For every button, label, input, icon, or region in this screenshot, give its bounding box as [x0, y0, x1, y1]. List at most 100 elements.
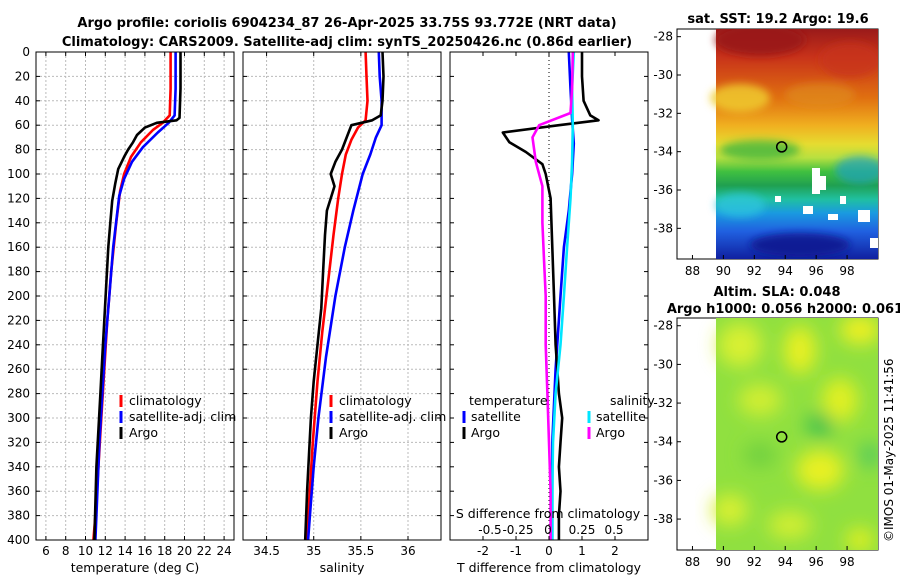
- s-difference-tick-label: -0.5: [478, 523, 501, 537]
- depth-tick-label: 100: [7, 167, 30, 181]
- map-lat-tick-label: -36: [653, 473, 673, 487]
- depth-tick-label: 20: [15, 69, 30, 83]
- x-tick-label: 20: [177, 544, 192, 558]
- map-lat-tick-label: -28: [653, 319, 673, 333]
- depth-tick-label: 380: [7, 509, 30, 523]
- depth-tick-label: 260: [7, 362, 30, 376]
- depth-tick-label: 80: [15, 143, 30, 157]
- legend-label-sal-satellite: satellite: [596, 409, 646, 424]
- temperature-panel: 6 8 10 12 14 16 18 20 22 240204060801001201401601…: [7, 45, 235, 575]
- x-tick-label: 22: [197, 544, 212, 558]
- sst-profile-marker: [775, 141, 788, 153]
- s-difference-tick-label: 0: [544, 523, 552, 537]
- depth-tick-label: 120: [7, 191, 30, 205]
- map-lon-tick-label: 98: [839, 555, 854, 569]
- map-lat-tick-label: -34: [653, 145, 673, 159]
- depth-tick-label: 200: [7, 289, 30, 303]
- s-difference-axis-label: S difference from climatology: [456, 506, 641, 521]
- legend-label-climatology: climatology: [339, 393, 412, 408]
- depth-tick-label: 300: [7, 411, 30, 425]
- sst-map-title: sat. SST: 19.2 Argo: 19.6: [687, 12, 868, 27]
- sla-map-axes: 88 90 92 94 96 98 -28 -30 -32 -34 -36 -38: [653, 319, 854, 569]
- sla-map-title-line1: Altim. SLA: 0.048: [714, 285, 841, 300]
- figure-title-line2: Climatology: CARS2009. Satellite-adj cli…: [62, 35, 632, 50]
- legend-label-satellite-adj: satellite-adj. clim: [129, 409, 236, 424]
- x-tick-label: -1: [510, 544, 522, 558]
- series-line-argo: [303, 51, 385, 541]
- map-lat-tick-label: -28: [653, 30, 673, 44]
- depth-tick-label: 160: [7, 240, 30, 254]
- x-tick-label: 6: [42, 544, 50, 558]
- s-difference-tick-label: 0.5: [604, 523, 623, 537]
- map-lat-tick-label: -32: [653, 396, 673, 410]
- s-difference-tick-label: -0.25: [502, 523, 533, 537]
- x-tick-label: 34.5: [253, 544, 280, 558]
- map-lon-tick-label: 88: [685, 264, 700, 278]
- map-lon-tick-label: 98: [839, 264, 854, 278]
- depth-tick-label: 40: [15, 94, 30, 108]
- map-lon-tick-label: 92: [747, 555, 762, 569]
- map-lon-tick-label: 96: [809, 264, 824, 278]
- sst-map-axes: 88 90 92 94 96 98 -28 -30 -32 -34 -36 -38: [653, 30, 854, 278]
- legend-label-climatology: climatology: [129, 393, 202, 408]
- depth-tick-label: 240: [7, 338, 30, 352]
- sla-map-title-line2: Argo h1000: 0.056 h2000: 0.061: [667, 302, 900, 317]
- map-lat-tick-label: -30: [653, 68, 673, 82]
- legend-label-temp-satellite: satellite: [471, 409, 521, 424]
- x-tick-label: 18: [157, 544, 172, 558]
- map-lat-tick-label: -38: [653, 221, 673, 235]
- sla-profile-marker: [775, 431, 788, 443]
- map-lon-tick-label: 88: [685, 555, 700, 569]
- depth-tick-label: 360: [7, 484, 30, 498]
- depth-tick-label: 400: [7, 533, 30, 547]
- depth-tick-label: 320: [7, 435, 30, 449]
- legend-group-salinity: salinity: [610, 393, 655, 408]
- salinity-legend: climatology satellite-adj. clim Argo: [329, 393, 446, 440]
- x-axis-label: T difference from climatology: [456, 560, 642, 575]
- legend-group-temperature: temperature: [469, 393, 548, 408]
- x-tick-label: 1: [578, 544, 586, 558]
- salinity-panel: 34.5 35 35.5 36 salinity: [242, 51, 442, 575]
- map-lon-tick-label: 90: [716, 555, 731, 569]
- temperature-legend: climatology satellite-adj. clim Argo: [119, 393, 236, 440]
- series-line-salinity-satellite: [550, 51, 576, 540]
- map-lon-tick-label: 90: [716, 264, 731, 278]
- map-lat-tick-label: -36: [653, 183, 673, 197]
- depth-tick-label: 340: [7, 460, 30, 474]
- x-tick-label: 16: [137, 544, 152, 558]
- legend-label-argo: Argo: [339, 425, 368, 440]
- legend-label-temp-argo: Argo: [471, 425, 500, 440]
- series-line-temperature-argo: [501, 52, 600, 540]
- depth-tick-label: 180: [7, 265, 30, 279]
- x-tick-label: 36: [400, 544, 415, 558]
- s-difference-tick-label: 0.25: [569, 523, 596, 537]
- series-line-climatology: [304, 51, 369, 541]
- map-lon-tick-label: 94: [778, 264, 793, 278]
- depth-tick-label: 220: [7, 313, 30, 327]
- difference-panel: -2 -1 0 1 2 T difference from climatology: [449, 51, 649, 575]
- series-line-salinity-argo: [531, 51, 575, 540]
- legend-label-sal-argo: Argo: [596, 425, 625, 440]
- figure-title-line1: Argo profile: coriolis 6904234_87 26-Apr…: [77, 16, 616, 31]
- depth-tick-label: 140: [7, 216, 30, 230]
- legend-label-argo: Argo: [129, 425, 158, 440]
- x-tick-label: 10: [78, 544, 93, 558]
- map-lon-tick-label: 92: [747, 264, 762, 278]
- x-tick-label: 14: [117, 544, 132, 558]
- legend-label-satellite-adj: satellite-adj. clim: [339, 409, 446, 424]
- sla-map: Altim. SLA: 0.048 Argo h1000: 0.056 h200…: [653, 285, 900, 569]
- difference-legend: temperature salinity satellite Argo sate…: [462, 393, 655, 440]
- x-tick-label: 35.5: [347, 544, 374, 558]
- x-tick-label: 0: [545, 544, 553, 558]
- x-axis-label: temperature (deg C): [71, 560, 200, 575]
- x-tick-label: -2: [477, 544, 489, 558]
- sst-map: sat. SST: 19.2 Argo: 19.6: [653, 12, 879, 278]
- map-lat-tick-label: -32: [653, 106, 673, 120]
- map-lat-tick-label: -38: [653, 512, 673, 526]
- x-tick-label: 8: [62, 544, 70, 558]
- sst-field: [710, 29, 878, 259]
- map-lat-tick-label: -34: [653, 435, 673, 449]
- sla-field: [712, 318, 878, 550]
